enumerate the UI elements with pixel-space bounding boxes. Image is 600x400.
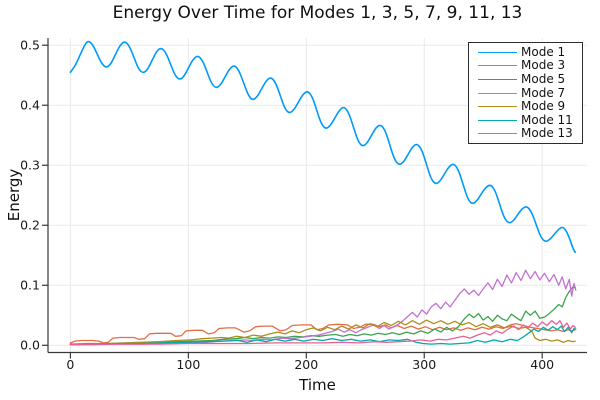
legend-label: Mode 7 (521, 85, 566, 100)
chart-title: Energy Over Time for Modes 1, 3, 5, 7, 9… (112, 3, 523, 23)
legend-label: Mode 9 (521, 99, 566, 114)
legend-label: Mode 5 (521, 71, 566, 86)
legend-label: Mode 11 (521, 112, 573, 127)
legend-entry: Mode 3 (478, 59, 582, 72)
series-line-mode-1 (69, 40, 576, 254)
series-line-mode-5 (69, 286, 576, 346)
x-tick-label: 0 (66, 357, 75, 372)
series-line-mode-9 (69, 319, 576, 345)
legend-entry: Mode 13 (478, 127, 582, 140)
legend-entry: Mode 11 (478, 112, 582, 127)
x-tick-label: 400 (530, 357, 555, 372)
legend-entry: Mode 5 (478, 71, 582, 86)
y-tick-label: 0.1 (20, 277, 40, 293)
x-tick-label: 300 (412, 357, 437, 372)
legend-line-swatch (478, 133, 517, 135)
legend-line-swatch (478, 92, 517, 94)
legend-entry: Mode 9 (478, 100, 582, 113)
legend-line-swatch (478, 65, 517, 67)
y-tick-label: 0.3 (20, 157, 40, 173)
series-line-mode-7 (69, 269, 577, 346)
legend-line-swatch (478, 51, 517, 53)
x-tick-label: 100 (176, 357, 201, 372)
x-axis-label: Time (299, 376, 336, 394)
legend-label: Mode 3 (521, 58, 566, 73)
legend-line-swatch (478, 119, 517, 121)
series-line-mode-3 (69, 323, 576, 344)
legend-label: Mode 1 (521, 44, 566, 59)
x-tick-label: 200 (294, 357, 319, 372)
legend-entry: Mode 7 (478, 85, 582, 100)
y-tick-label: 0.4 (20, 97, 40, 113)
legend: Mode 1 Mode 3 Mode 5 Mode 7 Mode 9 Mode 11 Mod… (468, 42, 583, 144)
legend-line-swatch (478, 106, 517, 108)
series-line-mode-13 (69, 320, 576, 346)
y-axis-label: Energy (5, 168, 23, 222)
legend-line-swatch (478, 78, 517, 80)
y-tick-label: 0.5 (20, 37, 40, 53)
legend-entry: Mode 1 (478, 44, 582, 59)
y-tick-label: 0.2 (20, 217, 40, 233)
y-tick-label: 0.0 (20, 337, 40, 353)
legend-label: Mode 13 (521, 126, 573, 141)
